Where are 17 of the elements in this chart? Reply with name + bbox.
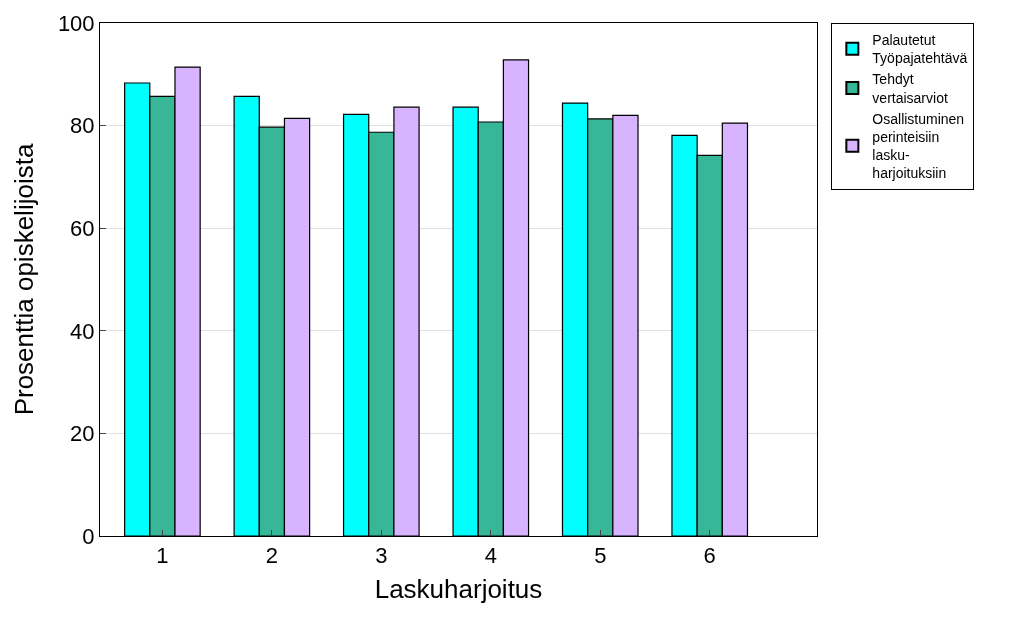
- legend-label: Osallistuminen perinteisiin lasku- harjoituksiin: [872, 110, 965, 182]
- x-tick-label: 3: [375, 543, 388, 569]
- y-tick-label: 0: [82, 523, 95, 549]
- x-axis-title: Laskuharjoitus: [374, 574, 543, 605]
- y-tick-label: 100: [57, 10, 95, 36]
- y-tick-label: 80: [70, 113, 95, 139]
- x-tick-label: 6: [703, 543, 716, 569]
- y-tick-label: 20: [70, 421, 95, 447]
- y-axis-title: Prosenttia opiskelijoista: [9, 143, 40, 416]
- x-tick-label: 4: [484, 543, 497, 569]
- legend-label: Palautetut Työpajatehtävä: [872, 32, 968, 67]
- y-tick-label: 60: [70, 215, 95, 241]
- x-tick-label: 1: [156, 543, 169, 569]
- y-tick-label: 40: [70, 318, 95, 344]
- x-tick-label: 2: [265, 543, 278, 569]
- legend-label: Tehdyt vertaisarviot: [872, 71, 948, 106]
- x-tick-label: 5: [594, 543, 607, 569]
